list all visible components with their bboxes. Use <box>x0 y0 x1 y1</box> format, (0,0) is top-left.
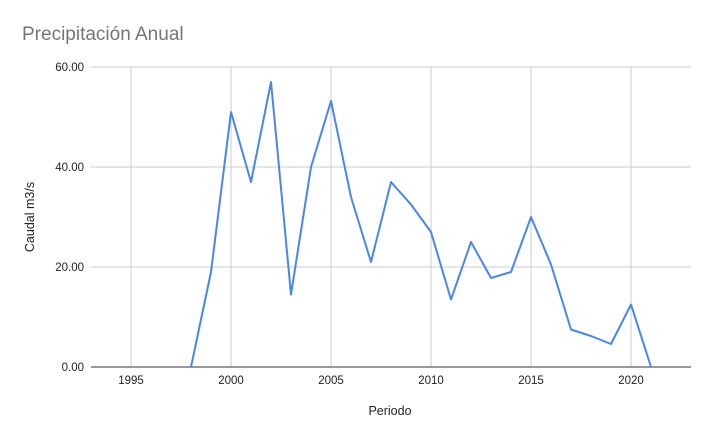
x-tick-label: 2015 <box>518 375 544 387</box>
x-axis-ticks: 1995 2000 2005 2010 2015 2020 <box>118 375 644 387</box>
y-axis-label: Caudal m3/s <box>23 182 37 252</box>
y-tick-label: 40.00 <box>55 162 84 174</box>
series-line <box>190 81 652 368</box>
x-tick-label: 2005 <box>318 375 344 387</box>
series-layer <box>190 81 652 368</box>
gridlines <box>91 66 691 367</box>
y-axis-ticks: 0.00 20.00 40.00 60.00 <box>55 62 84 374</box>
x-tick-label: 2020 <box>618 375 644 387</box>
x-axis-label: Periodo <box>368 404 411 418</box>
y-tick-label: 0.00 <box>62 362 84 374</box>
x-tick-label: 2000 <box>218 375 244 387</box>
y-tick-label: 60.00 <box>55 62 84 74</box>
x-tick-label: 2010 <box>418 375 444 387</box>
chart-title: Precipitación Anual <box>22 24 184 45</box>
x-tick-label: 1995 <box>118 375 144 387</box>
y-tick-label: 20.00 <box>55 262 84 274</box>
